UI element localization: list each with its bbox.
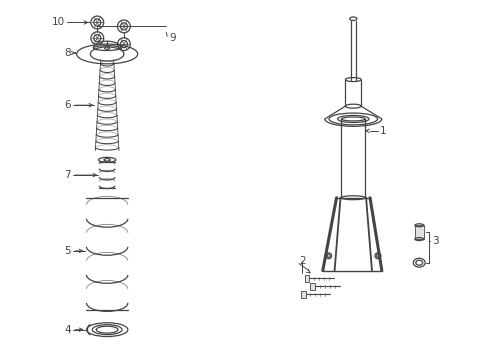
Text: 1: 1 xyxy=(379,126,386,136)
Text: 4: 4 xyxy=(64,325,71,335)
Text: 6: 6 xyxy=(64,100,71,110)
Text: 3: 3 xyxy=(431,236,438,246)
Text: 7: 7 xyxy=(64,170,71,180)
Text: 5: 5 xyxy=(64,246,71,256)
Bar xyxy=(310,283,315,290)
Bar xyxy=(414,225,423,239)
Text: 10: 10 xyxy=(52,18,65,27)
Bar xyxy=(304,275,309,282)
Text: 2: 2 xyxy=(299,256,305,266)
Text: 8: 8 xyxy=(64,48,71,58)
Text: 9: 9 xyxy=(169,33,176,43)
Ellipse shape xyxy=(412,258,424,267)
Bar xyxy=(300,291,305,298)
